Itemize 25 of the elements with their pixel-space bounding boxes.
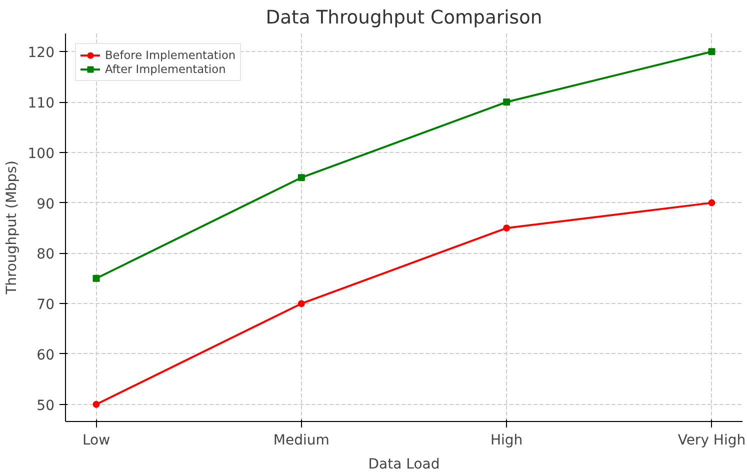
x-axis-title: Data Load xyxy=(368,456,440,472)
x-tick-label: High xyxy=(490,432,523,448)
point xyxy=(298,300,305,308)
point xyxy=(92,400,100,408)
y-tick-label: 70 xyxy=(36,297,55,314)
x-tick-label: Very High xyxy=(678,432,746,448)
point xyxy=(708,48,716,56)
point xyxy=(708,199,716,206)
y-tick-label: 120 xyxy=(28,45,55,62)
y-tick-label: 110 xyxy=(28,96,55,112)
y-tick-label: 100 xyxy=(28,146,55,162)
y-tick-label: 60 xyxy=(36,347,55,364)
chart-title: Data Throughput Comparison xyxy=(266,8,542,28)
legend-label: After Implementation xyxy=(105,62,226,76)
point xyxy=(92,274,100,282)
point xyxy=(503,98,510,106)
x-tick-label: Medium xyxy=(273,432,330,448)
x-tick-label: Low xyxy=(82,432,110,448)
y-axis-title: Throughput (Mbps) xyxy=(4,160,20,296)
y-tick-label: 90 xyxy=(36,196,55,212)
y-tick-label: 50 xyxy=(36,398,55,414)
point xyxy=(503,224,510,232)
y-tick-label: 80 xyxy=(36,246,55,263)
point xyxy=(298,174,305,182)
legend-label: Before Implementation xyxy=(105,48,236,62)
